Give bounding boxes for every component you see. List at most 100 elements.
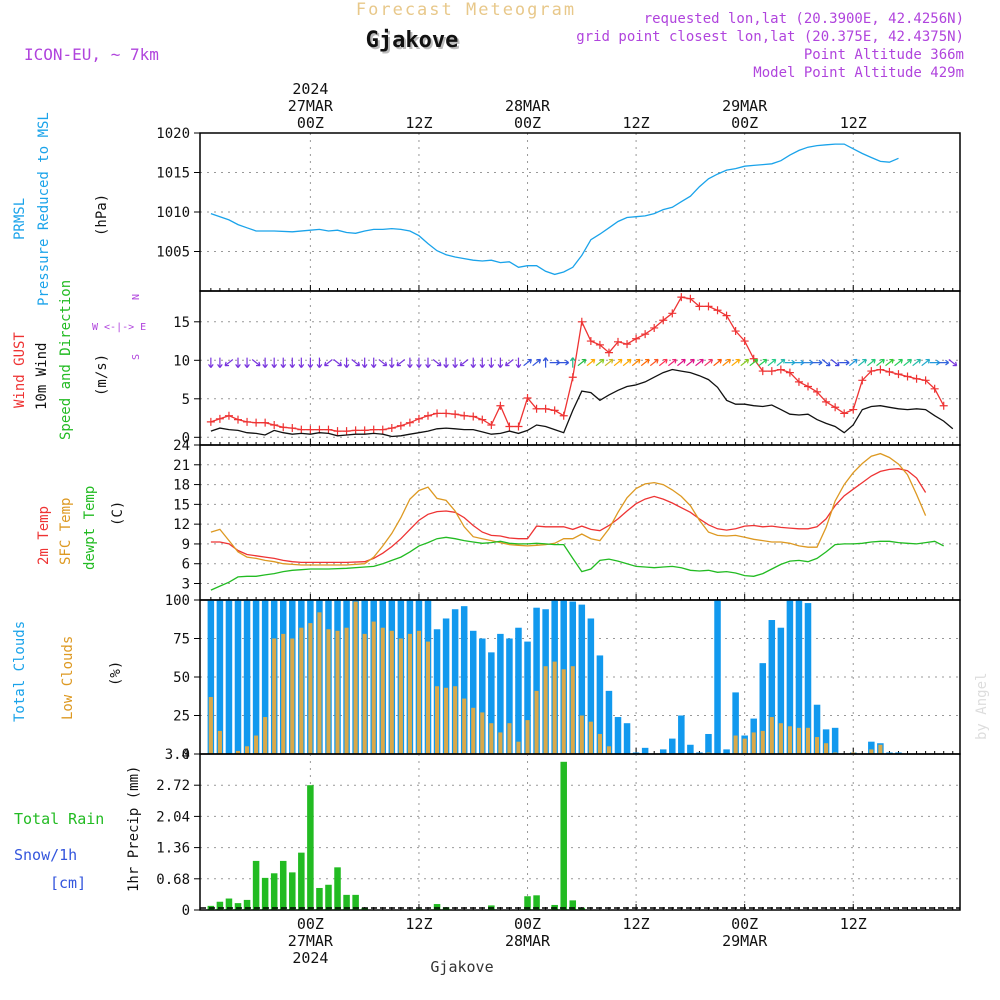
wind-arrow bbox=[658, 358, 668, 367]
total-cloud-bar bbox=[786, 600, 794, 754]
gust-marker bbox=[333, 427, 342, 436]
precip-bar bbox=[298, 852, 305, 910]
gust-marker bbox=[297, 425, 306, 434]
gust-marker bbox=[424, 411, 432, 420]
low-cloud-bar bbox=[281, 633, 286, 754]
top-time-label: 27MAR bbox=[288, 97, 334, 115]
top-time-label: 00Z bbox=[514, 114, 541, 132]
wind-arrow bbox=[316, 357, 323, 368]
gust-marker bbox=[505, 422, 514, 431]
low-cloud-bar bbox=[453, 686, 458, 754]
gust-marker bbox=[414, 414, 423, 423]
y-tick-label: 3 bbox=[182, 577, 190, 593]
wind-arrow bbox=[938, 359, 950, 366]
y-tick-label: 75 bbox=[173, 632, 190, 648]
gust-marker bbox=[822, 397, 831, 406]
total-cloud-bar bbox=[759, 663, 767, 754]
precip-panel-labels: Total Rain Snow/1h [cm] 1hr Precip (mm) bbox=[14, 766, 142, 892]
wind-arrow bbox=[622, 358, 632, 367]
low-cloud-bar bbox=[462, 698, 467, 754]
low-cloud-bar bbox=[507, 723, 512, 754]
pressure-panel-labels: PRMSL Pressure Reduced to MSL (hPa) bbox=[12, 112, 110, 306]
gust-marker bbox=[894, 370, 903, 379]
gust-marker bbox=[478, 415, 487, 424]
y-tick-label: 18 bbox=[173, 478, 190, 494]
low-cloud-bar bbox=[534, 690, 539, 754]
wind-arrow bbox=[767, 358, 777, 367]
cloud-panel-labels: Total Clouds Low Clouds (%) bbox=[12, 621, 124, 722]
low-cloud-bar bbox=[353, 601, 358, 754]
gust-marker bbox=[614, 337, 622, 346]
gust-marker bbox=[469, 412, 478, 421]
top-time-label: 29MAR bbox=[722, 97, 768, 115]
y-tick-label: 1010 bbox=[156, 205, 190, 221]
gust-marker bbox=[632, 334, 641, 343]
gust-marker bbox=[740, 337, 749, 346]
panel-3: 0 25 50 75 100 bbox=[165, 593, 961, 763]
total-cloud-bar bbox=[632, 752, 640, 754]
series-line-0 bbox=[210, 143, 899, 276]
series-line-1 bbox=[210, 452, 927, 566]
total-cloud-bar bbox=[261, 600, 269, 754]
gust-marker bbox=[758, 367, 767, 376]
wind-arrow bbox=[758, 358, 768, 367]
wind-arrow bbox=[271, 357, 278, 368]
watermark: by Angel bbox=[974, 673, 990, 740]
y-tick-label: 9 bbox=[182, 537, 190, 553]
wind-arrow bbox=[262, 357, 268, 368]
model-label: ICON-EU, ~ 7km bbox=[24, 45, 159, 64]
low-cloud-bar bbox=[444, 687, 449, 754]
series-line-0 bbox=[210, 296, 945, 432]
bottom-time-label: 12Z bbox=[405, 915, 432, 933]
gust-marker bbox=[849, 405, 858, 414]
total-cloud-bar bbox=[234, 600, 242, 754]
wind-arrow bbox=[848, 358, 858, 367]
gust-marker bbox=[568, 373, 577, 382]
precip-bar bbox=[352, 894, 359, 910]
gust-marker bbox=[722, 311, 731, 320]
gust-marker bbox=[731, 327, 740, 336]
y-tick-label: 0.68 bbox=[156, 872, 190, 888]
wind-arrow bbox=[595, 358, 605, 367]
gust-marker bbox=[550, 406, 559, 415]
wind-arrow bbox=[208, 357, 214, 368]
low-cloud-bar bbox=[525, 720, 530, 754]
gust-marker bbox=[215, 414, 224, 423]
total-cloud-bar bbox=[207, 600, 215, 754]
wind-arrow bbox=[894, 358, 903, 367]
wind-arrow bbox=[523, 358, 533, 367]
wind-arrow bbox=[351, 359, 361, 367]
gust-marker bbox=[487, 420, 496, 429]
gust-marker bbox=[252, 418, 261, 427]
total-cloud-bar bbox=[252, 600, 260, 754]
wind-arrow bbox=[885, 358, 894, 367]
y-tick-label: 10 bbox=[173, 353, 190, 369]
gust-marker bbox=[541, 404, 550, 413]
low-cloud-bar bbox=[416, 630, 421, 754]
low-cloud-bar bbox=[317, 612, 322, 754]
total-cloud-bar bbox=[460, 606, 468, 754]
total-rain-label: Total Rain bbox=[14, 810, 104, 828]
total-cloud-bar bbox=[243, 600, 251, 754]
low-cloud-bar bbox=[869, 749, 874, 754]
low-cloud-bar bbox=[326, 629, 331, 754]
snow-unit: [cm] bbox=[50, 874, 86, 892]
gust-marker bbox=[451, 410, 460, 419]
y-tick-label: 1.36 bbox=[156, 841, 190, 857]
wind-arrow bbox=[479, 357, 486, 368]
low-cloud-bar bbox=[371, 621, 376, 754]
low-cloud-bar bbox=[570, 666, 575, 754]
wind-arrow bbox=[713, 358, 723, 367]
total-cloud-bar bbox=[515, 627, 522, 754]
gust-marker bbox=[831, 403, 840, 412]
panel-2: 3 6 9 12 15 18 21 24 bbox=[173, 438, 961, 601]
total-cloud-bar bbox=[705, 733, 712, 754]
low-cloud-bar bbox=[597, 733, 602, 754]
total-cloud-bar bbox=[451, 609, 459, 754]
top-time-label: 12Z bbox=[840, 114, 867, 132]
requested-coordinates: requested lon,lat (20.3900E, 42.4256N) bbox=[644, 11, 964, 27]
gust-marker bbox=[641, 330, 650, 339]
low-cloud-bar bbox=[407, 633, 412, 754]
low-cloud-bar bbox=[579, 715, 584, 754]
wind-arrow bbox=[722, 358, 732, 367]
